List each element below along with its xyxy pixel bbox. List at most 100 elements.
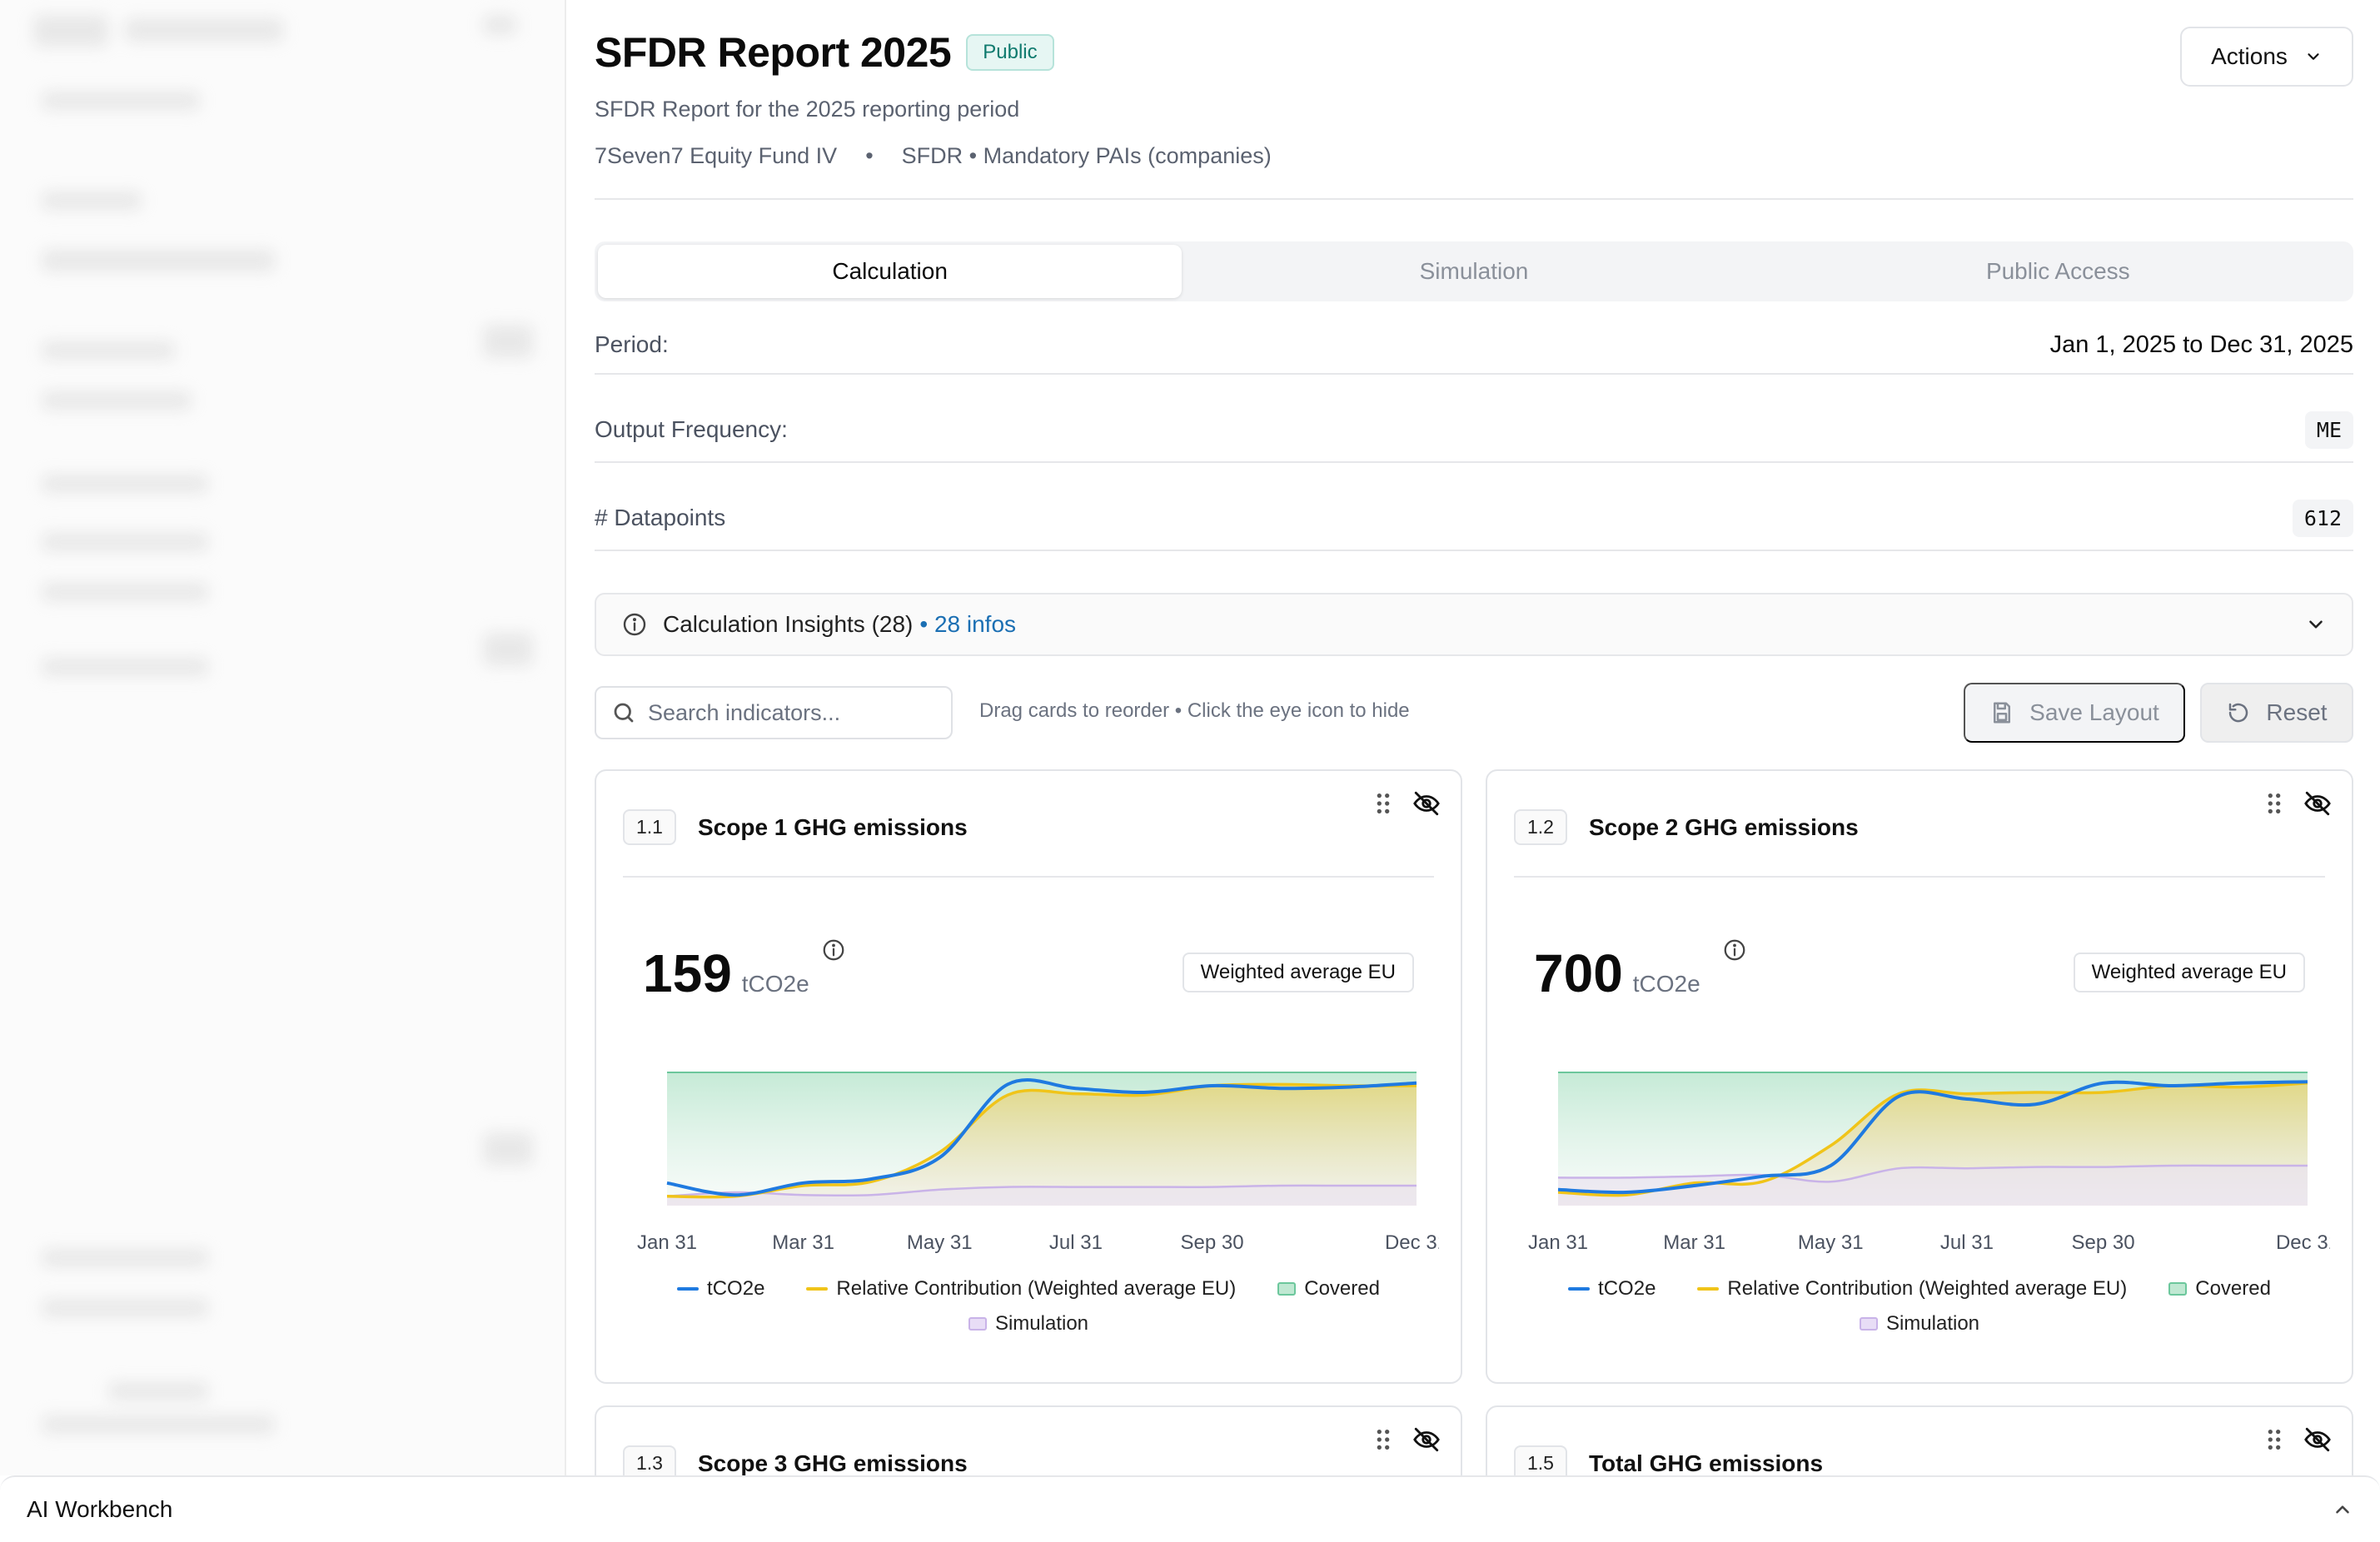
x-tick-label: Jul 31 [1940, 1231, 1994, 1254]
x-tick-label: Dec 31 [1385, 1231, 1439, 1254]
page-title: SFDR Report 2025 [595, 29, 952, 76]
legend-item-tco2e[interactable]: tCO2e [677, 1277, 764, 1301]
legend-swatch [677, 1287, 700, 1291]
tab-simulation[interactable]: Simulation [1419, 258, 1529, 284]
info-icon[interactable] [821, 938, 846, 963]
legend-label: Covered [2195, 1277, 2271, 1300]
legend-swatch [1277, 1282, 1297, 1296]
datapoints-label: # Datapoints [595, 505, 726, 530]
indicator-title: Scope 3 GHG emissions [697, 1450, 968, 1476]
indicator-value: 700 tCO2e [1534, 943, 1700, 1004]
aggregation-badge: Weighted average EU [1182, 953, 1414, 992]
actions-button[interactable]: Actions [2180, 27, 2353, 87]
actions-label: Actions [2211, 43, 2288, 69]
card-tools [2265, 789, 2332, 818]
indicator-card[interactable]: 1.5 Total GHG emissions [1486, 1405, 2353, 1475]
eye-off-icon[interactable] [2303, 789, 2332, 818]
x-tick-label: Jan 31 [637, 1231, 697, 1254]
value-number: 159 [643, 943, 732, 1003]
divider [595, 461, 2353, 463]
search-input[interactable] [648, 699, 931, 726]
card-header: 1.3 Scope 3 GHG emissions [623, 1445, 1434, 1475]
aggregation-badge: Weighted average EU [2073, 953, 2305, 992]
period-row: Period: Jan 1, 2025 to Dec 31, 2025 [595, 320, 2353, 370]
legend-swatch [2168, 1282, 2188, 1296]
indicator-card[interactable]: 1.2 Scope 2 GHG emissions 700 tCO2e Weig… [1486, 769, 2353, 1384]
legend-label: tCO2e [707, 1277, 765, 1300]
legend-label: Simulation [994, 1312, 1089, 1335]
indicator-number: 1.2 [1514, 809, 1567, 845]
drag-handle-icon[interactable] [2265, 791, 2283, 816]
indicator-number: 1.3 [623, 1445, 676, 1475]
drag-handle-icon[interactable] [2265, 1427, 2283, 1452]
card-divider [1514, 876, 2325, 878]
ai-workbench-label: AI Workbench [27, 1496, 173, 1522]
indicator-card[interactable]: 1.3 Scope 3 GHG emissions [595, 1405, 1462, 1475]
indicator-value: 159 tCO2e [643, 943, 809, 1004]
legend-item-covered[interactable]: Covered [1277, 1277, 1380, 1301]
title-row: SFDR Report 2025 Public [595, 28, 1054, 77]
x-tick-label: Jul 31 [1049, 1231, 1103, 1254]
simulation-line [1557, 1164, 2308, 1183]
relative-area [667, 1084, 1417, 1206]
x-tick-label: Mar 31 [772, 1231, 834, 1254]
page-subtitle: SFDR Report for the 2025 reporting perio… [595, 97, 1020, 122]
save-layout-button[interactable]: Save Layout [1964, 683, 2185, 743]
tco2e-line [1557, 1080, 2308, 1195]
sidebar [0, 0, 566, 1475]
tab-calculation[interactable]: Calculation [598, 245, 1183, 298]
insights-label: Calculation Insights (28) [663, 611, 914, 637]
legend-item-covered[interactable]: Covered [2168, 1277, 2271, 1301]
indicator-card[interactable]: 1.1 Scope 1 GHG emissions 159 tCO2e Weig… [595, 769, 1462, 1384]
eye-off-icon[interactable] [1412, 1425, 1441, 1454]
indicator-title: Total GHG emissions [1588, 1450, 1824, 1476]
eye-off-icon[interactable] [1412, 789, 1441, 818]
legend-label: Relative Contribution (Weighted average … [1727, 1277, 2128, 1300]
legend-label: Covered [1304, 1277, 1380, 1300]
chart-legend: tCO2e Relative Contribution (Weighted av… [621, 1277, 1436, 1336]
datapoints-row: # Datapoints 612 [595, 493, 2353, 543]
legend-item-simulation[interactable]: Simulation [1859, 1312, 1979, 1336]
card-tools [1374, 789, 1441, 818]
chevron-down-icon [2308, 53, 2319, 60]
search-box [595, 686, 953, 739]
report-meta: 7Seven7 Equity Fund IV • SFDR • Mandator… [595, 143, 1272, 169]
card-header: 1.5 Total GHG emissions [1514, 1445, 2325, 1475]
legend-swatch [1859, 1317, 1878, 1331]
legend-swatch [968, 1317, 987, 1331]
search-icon [614, 703, 634, 723]
legend-swatch [806, 1287, 829, 1291]
legend-swatch [1697, 1287, 1720, 1291]
reorder-hint: Drag cards to reorder • Click the eye ic… [979, 699, 1410, 722]
relative-line [666, 1082, 1417, 1199]
ai-workbench-bar[interactable]: AI Workbench [0, 1475, 2380, 1542]
legend-item-relative[interactable]: Relative Contribution (Weighted average … [806, 1277, 1236, 1301]
tab-public-access[interactable]: Public Access [1985, 258, 2130, 284]
framework-name: SFDR • Mandatory PAIs (companies) [901, 143, 1272, 168]
datapoints-value: 612 [2292, 499, 2353, 537]
indicator-chart: Jan 31 Mar 31 May 31 Jul 31 Sep 30 Dec 31 [1528, 1072, 2330, 1254]
simulation-line [666, 1184, 1417, 1198]
indicator-title: Scope 1 GHG emissions [697, 813, 968, 840]
legend-item-simulation[interactable]: Simulation [968, 1312, 1088, 1336]
reset-icon [2229, 703, 2248, 723]
drag-handle-icon[interactable] [1374, 791, 1392, 816]
x-tick-label: Dec 31 [2276, 1231, 2330, 1254]
indicator-number: 1.1 [623, 809, 676, 845]
reset-button[interactable]: Reset [2200, 683, 2353, 743]
legend-item-relative[interactable]: Relative Contribution (Weighted average … [1697, 1277, 2127, 1301]
x-tick-label: Sep 30 [2072, 1231, 2135, 1254]
frequency-label: Output Frequency: [595, 416, 788, 442]
calculation-insights-toggle[interactable]: Calculation Insights (28) • 28 infos [595, 593, 2353, 656]
value-unit: tCO2e [1632, 971, 1700, 997]
chevron-up-icon[interactable] [2332, 1499, 2353, 1520]
legend-swatch [1568, 1287, 1591, 1291]
info-icon [623, 613, 646, 636]
legend-item-tco2e[interactable]: tCO2e [1568, 1277, 1656, 1301]
tco2e-line [666, 1078, 1417, 1197]
info-icon[interactable] [1722, 938, 1747, 963]
drag-handle-icon[interactable] [1374, 1427, 1392, 1452]
eye-off-icon[interactable] [2303, 1425, 2332, 1454]
legend-label: Relative Contribution (Weighted average … [836, 1277, 1237, 1300]
